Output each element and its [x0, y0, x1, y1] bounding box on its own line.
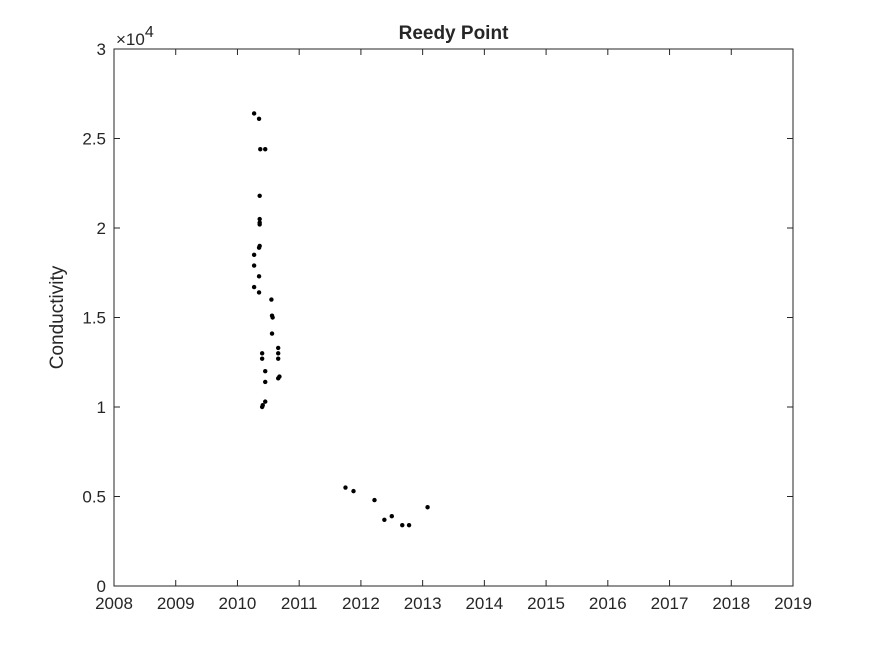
- data-points: [251, 111, 430, 528]
- y-tick-label: 2: [97, 219, 106, 238]
- x-tick-label: 2008: [95, 594, 133, 613]
- data-point: [351, 488, 356, 494]
- plot-area: [113, 48, 794, 587]
- y-axis-exponent-power: 4: [145, 24, 154, 41]
- data-point: [256, 116, 262, 122]
- data-point: [269, 331, 275, 336]
- x-tick-label: 2015: [527, 594, 565, 613]
- data-point: [257, 193, 262, 198]
- x-tick-label: 2018: [712, 594, 750, 613]
- x-tick-label: 2010: [219, 594, 257, 613]
- y-axis-label: Conductivity: [47, 265, 68, 369]
- y-tick-label: 1: [97, 398, 106, 417]
- data-point: [400, 522, 405, 528]
- data-point: [275, 376, 281, 381]
- y-tick-label: 0.5: [82, 488, 106, 507]
- data-point: [251, 111, 257, 116]
- y-tick-label: 0: [97, 577, 106, 596]
- x-tick-label: 2012: [342, 594, 380, 613]
- x-tick-label: 2011: [281, 594, 318, 613]
- data-point: [270, 315, 275, 320]
- y-tick-label: 3: [97, 40, 106, 59]
- data-point: [275, 351, 281, 356]
- data-point: [425, 505, 430, 510]
- y-axis-exponent: ×104: [116, 24, 154, 49]
- y-axis-exponent-base: ×10: [116, 30, 145, 49]
- data-point: [251, 252, 257, 258]
- data-point: [389, 513, 394, 519]
- data-point: [372, 497, 377, 503]
- data-point: [256, 290, 262, 295]
- data-point: [259, 356, 265, 361]
- x-axis-ticks: 2008 2009 2010 2011 2012 2013 2014 2015 2016 2017…: [95, 49, 812, 613]
- y-axis-ticks: 0 0.5 1 1.5 2 2.5 3: [82, 40, 793, 596]
- data-point: [263, 147, 268, 152]
- x-tick-label: 2019: [774, 594, 812, 613]
- data-point: [343, 485, 348, 490]
- x-tick-label: 2014: [465, 594, 503, 613]
- data-point: [259, 404, 265, 410]
- y-tick-label: 2.5: [82, 130, 106, 149]
- data-point: [257, 216, 262, 222]
- data-point: [251, 263, 257, 268]
- data-point: [258, 147, 263, 152]
- x-tick-label: 2009: [157, 594, 195, 613]
- data-point: [251, 284, 257, 290]
- data-point: [275, 345, 281, 351]
- data-point: [263, 369, 268, 374]
- data-point: [256, 274, 262, 279]
- data-point: [263, 379, 268, 385]
- x-tick-label: 2016: [589, 594, 627, 613]
- data-point: [406, 522, 412, 528]
- data-point: [257, 222, 262, 227]
- y-tick-label: 1.5: [82, 309, 106, 328]
- x-tick-label: 2013: [404, 594, 442, 613]
- data-point: [256, 245, 262, 250]
- x-tick-label: 2017: [651, 594, 689, 613]
- data-point: [263, 399, 268, 404]
- data-point: [269, 297, 274, 302]
- data-point: [382, 517, 387, 522]
- data-point: [259, 351, 265, 356]
- chart-title: Reedy Point: [399, 23, 509, 44]
- data-point: [275, 356, 281, 361]
